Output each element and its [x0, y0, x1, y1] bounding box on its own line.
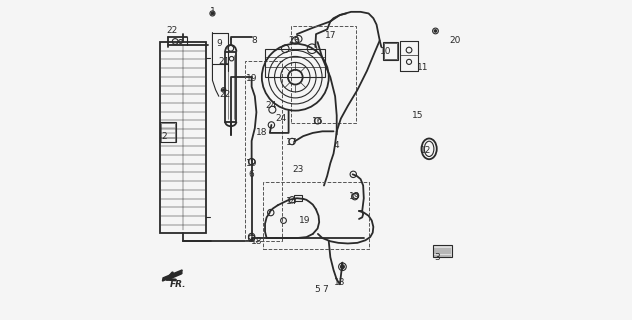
Bar — [245, 61, 282, 241]
Text: 23: 23 — [293, 165, 304, 174]
Text: 3: 3 — [434, 253, 440, 262]
Bar — [161, 123, 176, 141]
Bar — [160, 122, 176, 142]
Bar — [383, 42, 398, 60]
Text: 21: 21 — [219, 57, 230, 66]
Text: 18: 18 — [252, 237, 263, 246]
Text: 23: 23 — [289, 36, 300, 45]
Circle shape — [341, 265, 344, 269]
Text: 22: 22 — [219, 90, 231, 99]
Text: 7: 7 — [323, 284, 329, 293]
Bar — [384, 43, 397, 59]
Text: FR.: FR. — [170, 280, 186, 289]
Text: 11: 11 — [417, 63, 428, 72]
Text: 15: 15 — [412, 111, 423, 120]
Bar — [265, 49, 325, 77]
Text: 24: 24 — [276, 114, 286, 123]
Text: 19: 19 — [246, 74, 257, 83]
Text: 10: 10 — [380, 47, 392, 56]
Bar — [294, 195, 301, 201]
Text: 14: 14 — [286, 197, 298, 206]
Text: 4: 4 — [334, 141, 339, 150]
Text: 1: 1 — [210, 7, 216, 16]
Text: 6: 6 — [249, 170, 255, 179]
Text: 17: 17 — [286, 138, 298, 147]
Text: 22: 22 — [166, 27, 178, 36]
Polygon shape — [162, 270, 182, 281]
Text: 12: 12 — [420, 146, 432, 155]
Text: 20: 20 — [449, 36, 460, 45]
Bar — [160, 42, 206, 233]
Circle shape — [211, 12, 214, 15]
Bar — [264, 182, 368, 249]
Text: 19: 19 — [348, 192, 360, 201]
Text: 16: 16 — [312, 117, 324, 126]
Text: 9: 9 — [216, 39, 222, 48]
Text: 8: 8 — [251, 36, 257, 45]
Circle shape — [222, 89, 224, 91]
Bar — [225, 52, 236, 122]
Text: 19: 19 — [299, 216, 310, 225]
Text: 5: 5 — [315, 284, 320, 293]
Text: 2: 2 — [161, 132, 166, 140]
Text: 18: 18 — [256, 128, 267, 137]
Text: 13: 13 — [334, 278, 346, 287]
Circle shape — [434, 30, 437, 32]
Bar — [434, 245, 452, 257]
Text: 19: 19 — [246, 159, 257, 168]
Text: 24: 24 — [266, 101, 277, 110]
Text: 17: 17 — [325, 31, 336, 40]
Bar — [291, 26, 356, 123]
